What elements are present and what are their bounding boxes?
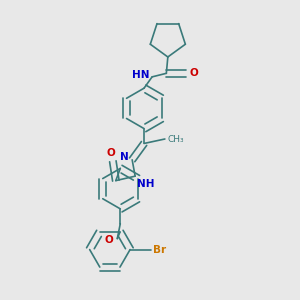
Text: CH₃: CH₃ (167, 134, 184, 143)
Text: Br: Br (153, 244, 167, 255)
Text: HN: HN (132, 70, 150, 80)
Text: NH: NH (136, 178, 154, 188)
Text: O: O (104, 235, 113, 245)
Text: O: O (189, 68, 198, 78)
Text: N: N (120, 152, 128, 162)
Text: O: O (107, 148, 116, 158)
